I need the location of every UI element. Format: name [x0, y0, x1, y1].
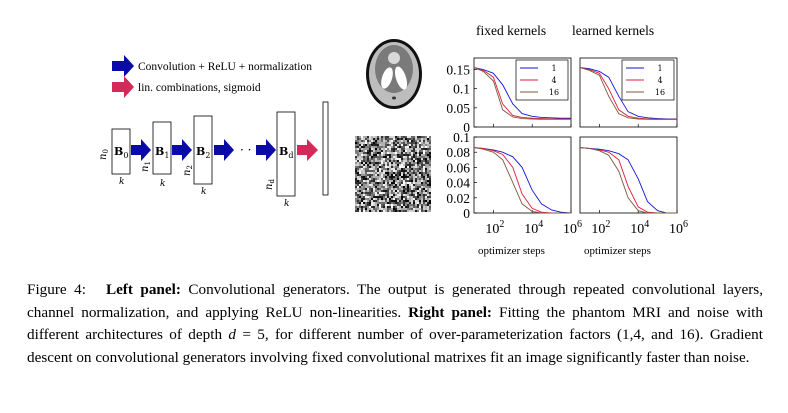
phantom-mri-image [362, 36, 426, 112]
plot-panel-mri-fixed: 0 0.05 0.1 0.15 1 4 16 [446, 57, 572, 135]
series-line-1 [473, 67, 571, 119]
network-diagram: B0 n0 k B1 n1 k B2 n2 k · · Bd nd k [98, 101, 329, 209]
lin-legend-label: lin. combinations, sigmoid [138, 82, 261, 94]
side-label-n0: n0 [98, 149, 110, 160]
column-title-learned: learned kernels [572, 23, 654, 38]
ellipsis: · · [240, 143, 251, 157]
x-tick-label: 102 [591, 219, 610, 237]
block-b0-label: B0 [114, 145, 128, 160]
legend-label-1: 1 [657, 64, 662, 73]
side-label-nd: nd [264, 179, 276, 190]
legend-label-4: 4 [657, 76, 662, 85]
y-tick-label: 0.02 [446, 191, 470, 206]
series-line-1 [473, 147, 572, 214]
x-tick-label: 106 [563, 219, 582, 237]
column-title-fixed: fixed kernels [476, 23, 546, 38]
xlabel-learned: optimizer steps [584, 245, 651, 257]
y-tick-label: 0.06 [446, 160, 470, 175]
left-panel-text: Convolutional generators. The output is … [27, 281, 763, 321]
k-label-d: k [284, 199, 289, 209]
block-bd [276, 111, 296, 197]
output-layer [322, 101, 329, 196]
y-tick-label: 0.05 [446, 101, 470, 116]
plot-panel-mri-learned: 1 4 16 [579, 57, 678, 128]
series-line-1 [579, 147, 677, 214]
legend-label-16: 16 [549, 88, 559, 97]
noise-image [355, 136, 431, 212]
series-line-16 [473, 67, 571, 120]
right-panel-text-b: = 5, for different number of over-parame… [27, 326, 763, 366]
x-tick-label: 104 [630, 219, 649, 237]
block-b0 [111, 128, 131, 175]
conv-legend-arrow [112, 55, 134, 77]
right-panel-text-a: Fitting the phantom MRI and noise with d… [27, 303, 763, 344]
y-tick-label: 0.04 [446, 176, 470, 191]
figure-label: Figure 4: [27, 281, 86, 298]
x-tick-label: 104 [524, 219, 543, 237]
plot-frame [579, 136, 678, 214]
k-label-1: k [160, 179, 165, 189]
conv-legend-label: Convolution + ReLU + normalization [138, 61, 312, 73]
plot-panel-noise-learned: 102 104 106 [579, 136, 688, 237]
x-tick-label: 106 [669, 219, 688, 237]
series-line-16 [579, 147, 677, 214]
diagram-legend: Convolution + ReLU + normalization lin. … [112, 55, 312, 98]
figure-caption: Figure 4: Left panel: Convolutional gener… [27, 279, 763, 369]
k-label-0: k [119, 177, 124, 187]
conv-arrow-2 [172, 139, 192, 161]
block-bd-label: Bd [279, 145, 293, 160]
block-b2 [193, 115, 213, 185]
left-panel-label: Left panel: [105, 281, 181, 298]
y-tick-label: 0.1 [453, 130, 470, 145]
y-tick-label: 0 [463, 120, 470, 135]
side-label-n1: n1 [140, 161, 152, 172]
figure-4: Convolution + ReLU + normalization lin. … [98, 23, 688, 257]
side-label-n2: n2 [182, 165, 194, 176]
math-d: d [228, 326, 236, 344]
plot-frame [473, 136, 572, 214]
x-tick-label: 102 [485, 219, 504, 237]
y-tick-label: 0.15 [446, 63, 470, 78]
block-b1 [152, 121, 172, 175]
conv-arrow-3 [214, 139, 234, 161]
y-tick-label: 0.1 [453, 82, 470, 97]
k-label-2: k [201, 187, 206, 197]
conv-arrow-1 [131, 139, 151, 161]
right-panel-label: Right panel: [408, 303, 492, 321]
lin-legend-arrow [112, 76, 134, 98]
series-line-1 [579, 67, 677, 120]
plot-panel-noise-fixed: 00.020.040.060.080.1 102 104 106 [446, 130, 582, 237]
y-tick-label: 0 [463, 206, 470, 221]
block-b2-label: B2 [196, 145, 210, 160]
block-b1-label: B1 [155, 145, 169, 160]
plot-grid: 00.050.10.15 1416141600.020.040.060.080.1… [446, 57, 688, 237]
y-tick-label: 0.08 [446, 145, 470, 160]
lin-arrow-output [297, 139, 318, 161]
conv-arrow-4 [256, 139, 276, 161]
series-line-16 [579, 67, 677, 120]
xlabel-fixed: optimizer steps [478, 245, 545, 257]
legend-label-1: 1 [551, 64, 556, 73]
legend-label-4: 4 [551, 76, 556, 85]
series-line-16 [473, 147, 571, 214]
legend-label-16: 16 [655, 88, 665, 97]
